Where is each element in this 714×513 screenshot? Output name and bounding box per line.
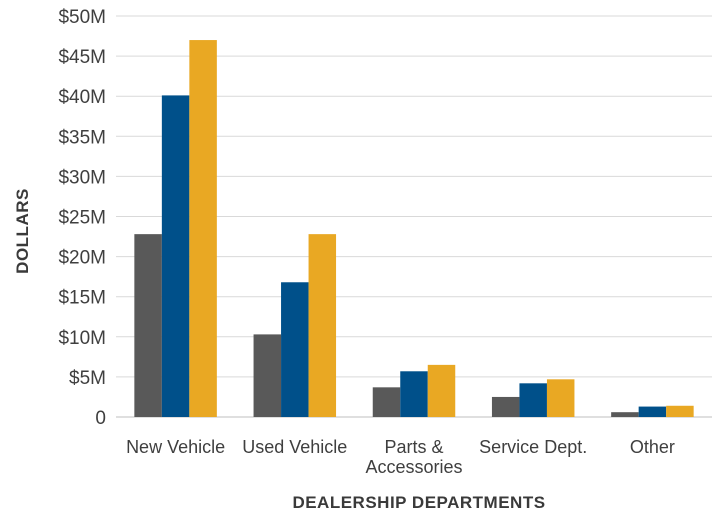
x-category-label: Other [630,437,675,457]
bar [189,40,217,418]
x-axis-category-labels: New Vehicle Used Vehicle Parts & Accessorie… [126,437,675,477]
x-category-label-line: Other [630,437,675,457]
bars [134,40,694,418]
x-axis-title: DEALERSHIP DEPARTMENTS [292,493,545,512]
x-category-label-line: Used Vehicle [242,437,347,457]
y-tick-label: $30M [58,167,106,188]
bar [638,406,667,417]
y-tick-label: $45M [58,47,106,68]
bar [161,95,190,417]
bar [666,405,694,417]
bar [134,234,162,417]
x-category-label-line: Service Dept. [479,437,587,457]
bar [611,412,639,417]
x-category-label: Service Dept. [479,437,587,457]
bar [253,334,282,417]
y-tick-label: $15M [58,288,106,309]
y-tick-label: $5M [69,368,106,389]
x-category-label: Used Vehicle [242,437,347,457]
bar [308,234,337,417]
bar [427,364,456,417]
x-category-label-line: Parts & [384,437,443,457]
bar [281,282,309,417]
y-tick-label: $35M [58,127,106,148]
y-tick-label: $10M [58,328,106,349]
y-axis-tick-labels: 0 $5M $10M $15M $20M $25M $30M $35M $40M $45M $50M [58,7,106,429]
bar [400,371,428,417]
x-category-label-line: New Vehicle [126,437,225,457]
y-tick-label: $50M [58,7,106,28]
bar [491,396,520,417]
bar [372,387,401,417]
bar [546,379,575,417]
bar [519,383,547,417]
y-tick-label: $20M [58,248,106,269]
y-axis-title: DOLLARS [13,188,32,274]
y-tick-label: $25M [58,208,106,229]
x-category-label: Parts & Accessories [365,437,462,477]
x-category-label-line: Accessories [365,457,462,477]
x-category-label: New Vehicle [126,437,225,457]
y-tick-label: 0 [95,408,106,429]
y-tick-label: $40M [58,87,106,108]
